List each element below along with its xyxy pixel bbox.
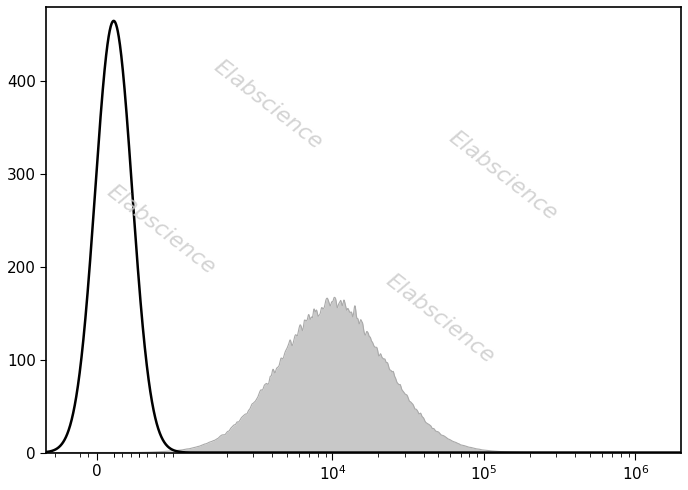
Text: Elabscience: Elabscience: [211, 56, 327, 153]
Text: Elabscience: Elabscience: [445, 128, 561, 225]
Text: Elabscience: Elabscience: [382, 270, 498, 368]
Text: Elabscience: Elabscience: [103, 181, 219, 278]
